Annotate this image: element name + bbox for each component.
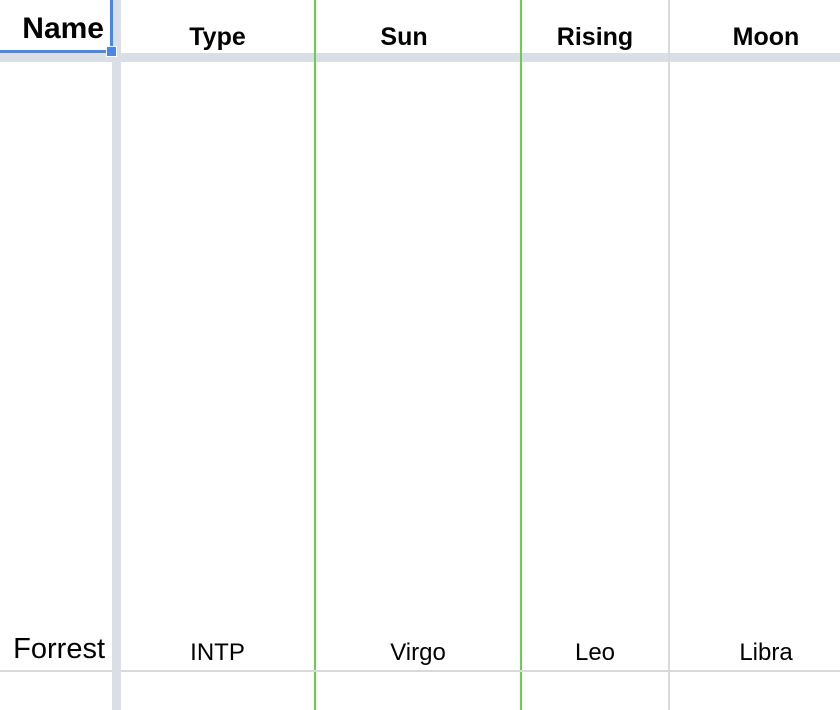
frozen-row-divider[interactable] bbox=[0, 53, 840, 62]
column-border-sun-rising bbox=[520, 0, 522, 710]
frozen-column-divider[interactable] bbox=[112, 0, 121, 710]
column-border-rising-moon bbox=[668, 0, 670, 710]
header-cell-sun[interactable]: Sun bbox=[380, 23, 428, 51]
header-cell-name[interactable]: Name bbox=[22, 12, 104, 45]
cell-rising[interactable]: Leo bbox=[574, 639, 616, 666]
cell-name[interactable]: Forrest bbox=[13, 633, 105, 665]
row-gridline bbox=[0, 670, 840, 672]
header-cell-rising[interactable]: Rising bbox=[556, 23, 634, 51]
column-border-type-sun bbox=[314, 0, 316, 710]
selection-border-bottom bbox=[0, 50, 112, 53]
selection-fill-handle[interactable] bbox=[106, 46, 117, 57]
selection-border-right bbox=[110, 0, 113, 52]
cell-moon[interactable]: Libra bbox=[739, 639, 793, 666]
header-cell-moon[interactable]: Moon bbox=[732, 23, 800, 51]
header-cell-type[interactable]: Type bbox=[189, 23, 246, 51]
cell-sun[interactable]: Virgo bbox=[390, 639, 446, 666]
cell-type[interactable]: INTP bbox=[190, 639, 245, 666]
